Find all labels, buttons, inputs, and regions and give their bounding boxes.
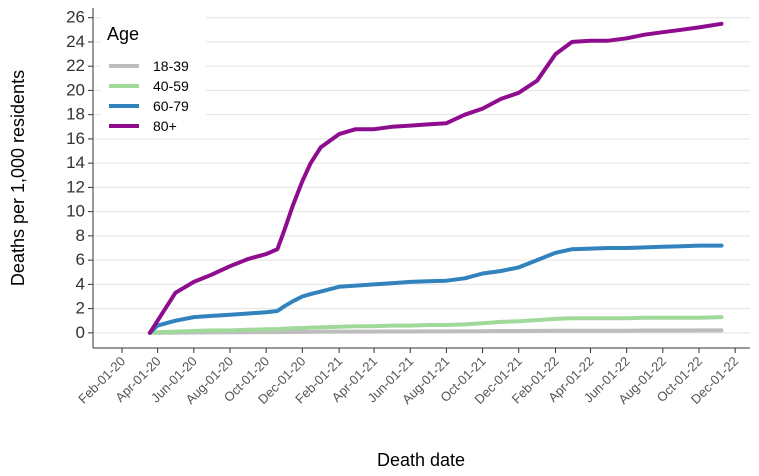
legend-label: 60-79 [153,98,189,114]
y-tick-label: 10 [66,202,85,221]
y-tick-label: 8 [76,226,85,245]
legend-box [101,16,206,136]
line [147,328,724,335]
y-tick-label: 0 [76,323,85,342]
y-tick-label: 2 [76,299,85,318]
legend-label: 18-39 [153,58,189,74]
line [147,21,724,335]
line [147,315,724,335]
legend-label: 40-59 [153,78,189,94]
legend: Age 18-39 40-59 60-79 80+ [101,16,206,136]
x-axis-label: Death date [377,450,465,470]
y-tick-label: 12 [66,177,85,196]
y-tick-label: 26 [66,8,85,27]
y-tick-label: 24 [66,32,85,51]
legend-title: Age [107,24,139,44]
y-tick-label: 16 [66,129,85,148]
y-tick-label: 22 [66,56,85,75]
y-tick-label: 14 [66,153,85,172]
line [147,243,724,335]
y-tick-label: 18 [66,105,85,124]
y-axis-label: Deaths per 1,000 residents [8,70,28,286]
y-tick-label: 20 [66,80,85,99]
y-tick-label: 4 [76,274,85,293]
y-tick-label: 6 [76,250,85,269]
legend-label: 80+ [153,118,177,134]
